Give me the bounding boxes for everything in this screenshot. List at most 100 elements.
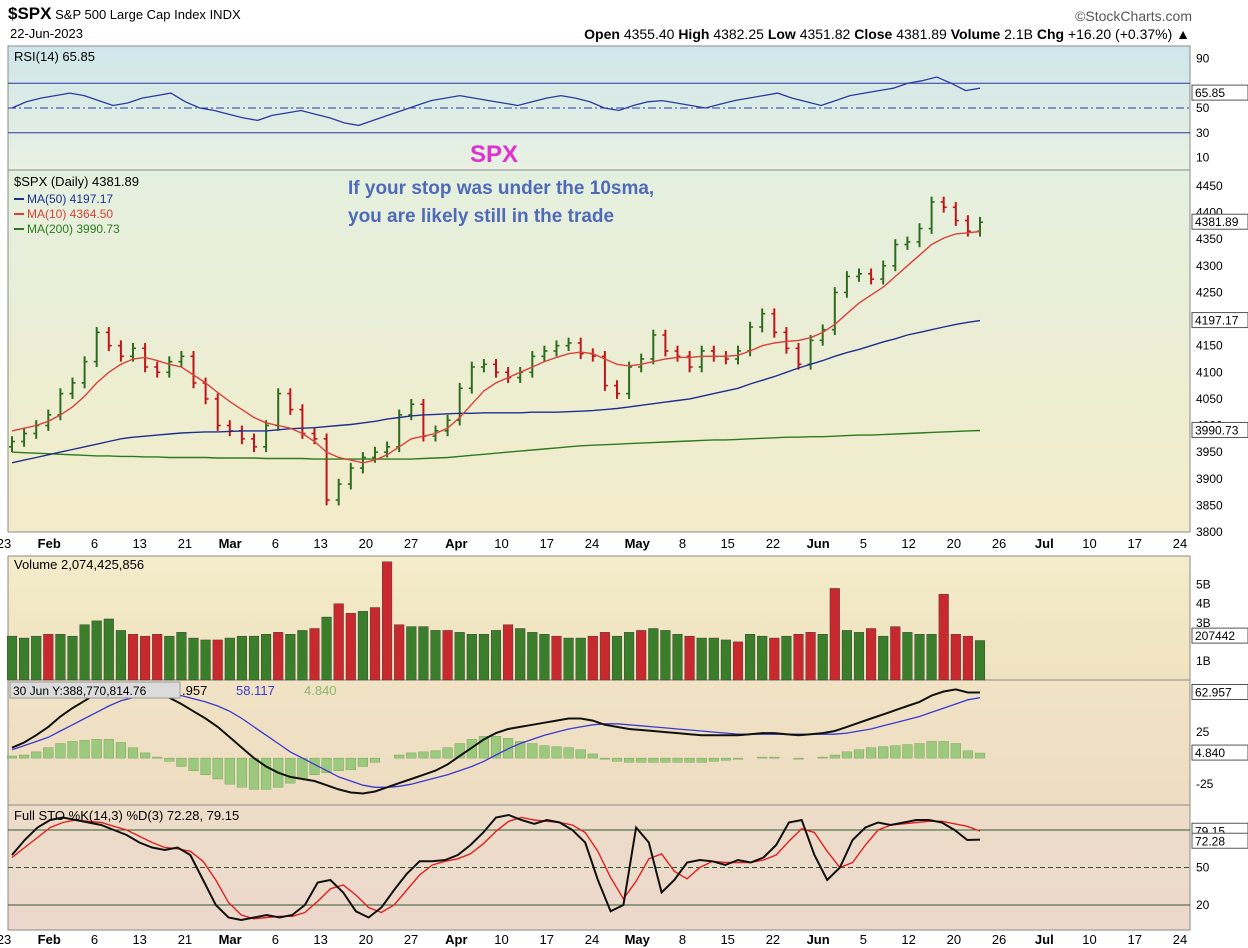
- volume-bar: [732, 641, 744, 681]
- macd-hist-bar: [636, 757, 647, 763]
- symbol[interactable]: $SPX: [8, 4, 52, 23]
- brand-logo[interactable]: ©StockCharts.com: [1075, 8, 1192, 24]
- price-tick-8: 4050: [1196, 392, 1223, 406]
- volume-bar: [418, 626, 429, 681]
- macd-hist-bar: [67, 741, 78, 759]
- ma50-last-tag-box: [1191, 312, 1248, 329]
- volume-bar: [152, 634, 163, 681]
- volume-bar: [599, 632, 610, 681]
- xaxis-top-label-10: Apr: [445, 536, 467, 551]
- volume-bar: [248, 635, 260, 681]
- macd-hist-bar: [563, 747, 574, 759]
- volume-bar: [430, 630, 441, 681]
- volume-bar: [805, 632, 816, 681]
- macd-hist-bar: [829, 754, 840, 759]
- xaxis-bottom-label-7: 13: [313, 932, 327, 947]
- xaxis-bottom-label-2: 6: [91, 932, 98, 947]
- volume-label: Volume: [950, 26, 1001, 42]
- xaxis-bottom-label-19: 5: [860, 932, 867, 947]
- macd-signal-value: 58.117: [236, 683, 275, 698]
- macd-hist-bar: [212, 757, 223, 780]
- macd-hist-bar: [19, 754, 30, 759]
- xaxis-bottom-label-20: 12: [901, 932, 915, 947]
- volume-bar: [841, 630, 852, 681]
- macd-hist-bar: [297, 757, 308, 780]
- macd-hist-bar: [551, 746, 562, 759]
- xaxis-top-label-11: 10: [494, 536, 508, 551]
- xaxis-bottom-label-12: 17: [540, 932, 554, 947]
- volume-bar: [212, 639, 223, 681]
- macd-hist-bar: [236, 757, 247, 788]
- volume-bar: [611, 635, 623, 681]
- macd-hist-bar: [853, 749, 865, 759]
- xaxis-bottom-label-16: 15: [720, 932, 734, 947]
- sto-k-last-tag-box: [1191, 832, 1248, 849]
- macd-hist-bar: [357, 757, 368, 767]
- volume-bar: [527, 632, 538, 681]
- macd-hist-bar: [43, 747, 54, 759]
- ma50-last-tag: 4197.17: [1195, 314, 1239, 328]
- legend-item-0: MA(50) 4197.17: [27, 192, 113, 206]
- xaxis-top-label-16: 15: [720, 536, 734, 551]
- price-title: $SPX (Daily) 4381.89: [14, 174, 139, 189]
- xaxis-top-label-12: 17: [540, 536, 554, 551]
- volume-bar: [115, 630, 126, 681]
- volume-bar: [188, 637, 199, 681]
- volume-bar: [79, 624, 90, 681]
- rsi-tick-0: 90: [1196, 51, 1210, 65]
- volume-bar: [127, 634, 139, 681]
- open-value: 4355.40: [623, 26, 675, 42]
- rsi-title: RSI(14) 65.85: [14, 49, 95, 64]
- xaxis-top-label-25: 17: [1128, 536, 1142, 551]
- volume-bar: [273, 632, 284, 681]
- macd-hist-bar: [152, 756, 163, 759]
- xaxis-bottom-label-21: 20: [947, 932, 961, 947]
- volume-bar: [866, 628, 877, 681]
- volume-bar: [309, 628, 320, 681]
- volume-bar: [31, 635, 42, 681]
- high-value: 4382.25: [713, 26, 764, 42]
- xaxis-bottom-label-11: 10: [494, 932, 508, 947]
- volume-bar: [781, 635, 792, 681]
- xaxis-bottom-label-9: 27: [404, 932, 418, 947]
- macd-hist-bar: [115, 742, 126, 759]
- xaxis-bottom-label-26: 24: [1173, 932, 1187, 947]
- macd-hist-bar: [793, 757, 804, 760]
- macd-hist-bar: [55, 743, 66, 759]
- volume-bar: [345, 613, 356, 681]
- xaxis-bottom-label-24: 10: [1082, 932, 1096, 947]
- volume-tick-0: 5B: [1196, 578, 1211, 592]
- xaxis-bottom-label-3: 13: [132, 932, 146, 947]
- volume-bar: [648, 628, 659, 681]
- rsi-tick-3: 10: [1196, 151, 1210, 165]
- volume-bar: [575, 637, 586, 681]
- volume-bar: [962, 635, 973, 681]
- xaxis-bottom-label-0: 23: [0, 932, 11, 947]
- close-value: 4381.89: [896, 26, 947, 42]
- panel-price: [7, 169, 1191, 533]
- volume-bar: [478, 634, 489, 681]
- macd-hist-bar: [611, 757, 623, 762]
- volume-bar: [769, 637, 780, 681]
- macd-line: [11, 684, 980, 795]
- xaxis-top-label-23: Jul: [1035, 536, 1054, 551]
- xaxis-top-label-21: 20: [947, 536, 961, 551]
- volume-bar: [285, 634, 296, 681]
- xaxis-top-label-3: 13: [132, 536, 146, 551]
- price-tick-4: 4250: [1196, 285, 1223, 299]
- macd-hist-bar: [914, 743, 925, 759]
- macd-hist-bar: [890, 745, 901, 759]
- macd-hist-bar: [418, 751, 429, 759]
- high-label: High: [678, 26, 710, 42]
- exchange: INDX: [209, 7, 241, 22]
- volume-bar: [369, 607, 381, 681]
- macd-hist-last-tag: 4.840: [1195, 746, 1225, 760]
- volume-bar: [515, 628, 526, 681]
- index-name: S&P 500 Large Cap Index: [55, 7, 206, 22]
- legend-item-2: MA(200) 3990.73: [27, 222, 120, 236]
- xaxis-top-label-14: May: [625, 536, 651, 551]
- xaxis-top-label-18: Jun: [807, 536, 830, 551]
- sto-tick-0: 50: [1196, 861, 1210, 875]
- volume-bar: [454, 632, 465, 681]
